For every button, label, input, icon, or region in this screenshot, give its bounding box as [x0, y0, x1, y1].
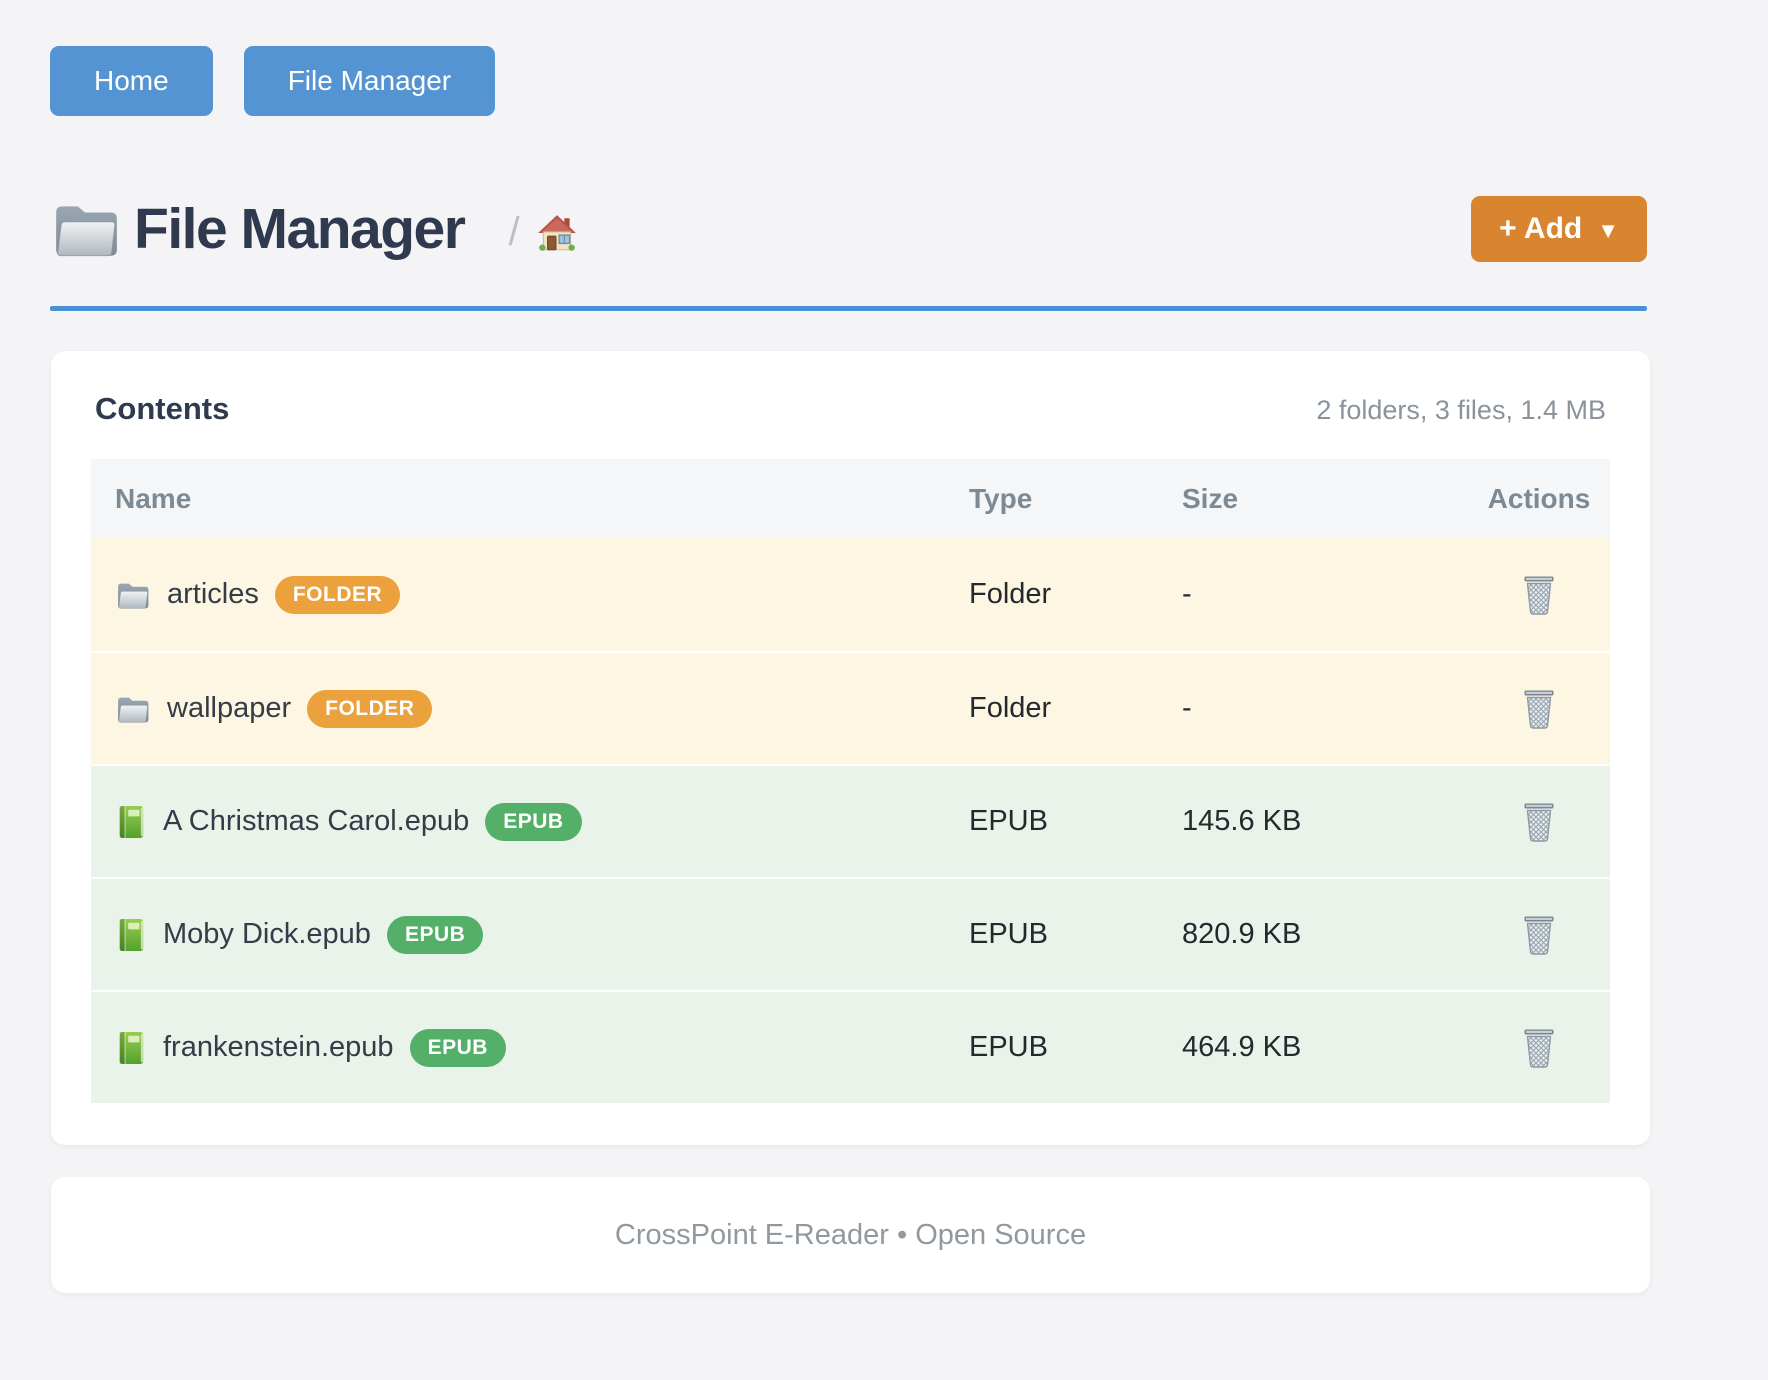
table-row-frankenstein[interactable]: frankenstein.epub EPUB EPUB 464.9 KB	[91, 990, 1610, 1103]
table-row-christmas-carol[interactable]: A Christmas Carol.epub EPUB EPUB 145.6 K…	[91, 764, 1610, 877]
trash-icon	[1521, 802, 1557, 842]
size-cell: 145.6 KB	[1182, 805, 1302, 837]
card-title: Contents	[95, 391, 230, 426]
folder-icon	[115, 579, 151, 611]
file-table: Name Type Size Actions articles FOLDER F…	[91, 459, 1610, 1103]
file-name[interactable]: frankenstein.epub	[163, 1031, 394, 1063]
page-title: File Manager	[134, 197, 466, 261]
column-header-name: Name	[115, 482, 192, 514]
nav-file-manager-button[interactable]: File Manager	[243, 46, 496, 116]
add-button[interactable]: + Add ▼	[1471, 196, 1647, 262]
table-row-articles[interactable]: articles FOLDER Folder -	[91, 538, 1610, 651]
folder-icon	[115, 693, 151, 725]
add-button-label: + Add	[1499, 212, 1583, 245]
epub-badge: EPUB	[409, 1028, 506, 1067]
nav-home-button[interactable]: Home	[50, 46, 213, 116]
card-header: Contents 2 folders, 3 files, 1.4 MB	[91, 391, 1610, 427]
trash-icon	[1521, 1028, 1557, 1068]
type-cell: EPUB	[969, 918, 1048, 950]
table-header-row: Name Type Size Actions	[91, 459, 1610, 538]
type-cell: Folder	[969, 692, 1052, 724]
file-name[interactable]: Moby Dick.epub	[163, 918, 371, 950]
type-cell: EPUB	[969, 1031, 1048, 1063]
type-cell: EPUB	[969, 805, 1048, 837]
folder-icon	[50, 197, 122, 261]
breadcrumb-nav: Home File Manager	[0, 0, 1768, 116]
delete-button[interactable]	[1517, 685, 1561, 733]
column-header-size: Size	[1182, 482, 1239, 514]
epub-badge: EPUB	[386, 915, 484, 954]
page-header: File Manager / + Add ▼	[50, 196, 1647, 262]
file-name[interactable]: A Christmas Carol.epub	[163, 805, 470, 837]
delete-button[interactable]	[1517, 798, 1561, 846]
title-divider	[50, 306, 1647, 311]
book-icon	[115, 1030, 147, 1066]
type-cell: Folder	[969, 578, 1052, 610]
size-cell: -	[1182, 692, 1192, 724]
file-name[interactable]: wallpaper	[167, 692, 292, 724]
footer-text: CrossPoint E-Reader • Open Source	[614, 1218, 1087, 1251]
column-header-type: Type	[969, 482, 1033, 514]
size-cell: 464.9 KB	[1182, 1031, 1302, 1063]
delete-button[interactable]	[1517, 571, 1561, 619]
trash-icon	[1521, 689, 1557, 729]
delete-button[interactable]	[1517, 1024, 1561, 1072]
footer-card: CrossPoint E-Reader • Open Source	[51, 1177, 1650, 1293]
folder-badge: FOLDER	[274, 575, 401, 614]
table-row-wallpaper[interactable]: wallpaper FOLDER Folder -	[91, 651, 1610, 764]
table-row-moby-dick[interactable]: Moby Dick.epub EPUB EPUB 820.9 KB	[91, 877, 1610, 990]
file-name[interactable]: articles	[167, 578, 259, 610]
breadcrumb-separator: /	[508, 209, 520, 254]
trash-icon	[1521, 915, 1557, 955]
delete-button[interactable]	[1517, 911, 1561, 959]
size-cell: -	[1182, 578, 1192, 610]
book-icon	[115, 917, 147, 953]
contents-summary: 2 folders, 3 files, 1.4 MB	[1316, 395, 1606, 425]
folder-badge: FOLDER	[307, 689, 433, 728]
size-cell: 820.9 KB	[1182, 918, 1302, 950]
contents-card: Contents 2 folders, 3 files, 1.4 MB Name…	[51, 351, 1650, 1145]
house-icon[interactable]	[536, 213, 578, 255]
book-icon	[115, 804, 147, 840]
epub-badge: EPUB	[485, 802, 582, 841]
trash-icon	[1521, 575, 1557, 615]
column-header-actions: Actions	[1487, 482, 1591, 514]
caret-down-icon: ▼	[1597, 217, 1619, 243]
